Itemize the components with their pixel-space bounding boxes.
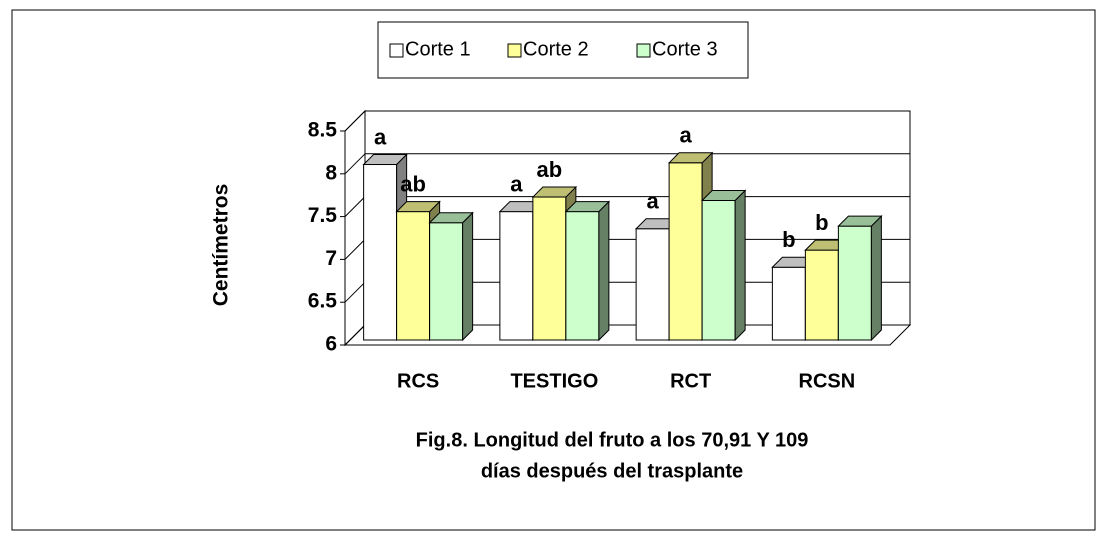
legend-box: [377, 21, 749, 79]
bar-side: [462, 211, 474, 342]
x-tick-label: TESTIGO: [510, 370, 598, 392]
y-tick-label: 8: [325, 161, 337, 184]
grid-line: [344, 110, 366, 132]
annotation: ab: [400, 171, 426, 196]
annotation: a: [374, 124, 387, 149]
bar: [668, 162, 703, 341]
bar-top: [428, 212, 474, 224]
grid-line: [344, 196, 366, 217]
grid-line: [344, 324, 366, 346]
legend-label: Corte 1: [405, 38, 471, 60]
bar-top: [362, 154, 408, 166]
legend: Corte 1 Corte 2 Corte 3: [377, 21, 749, 79]
x-tick-label: RCSN: [799, 370, 856, 392]
chart-title: días después del trasplante: [481, 460, 743, 482]
bar-top: [700, 189, 747, 201]
chart-title: Fig.8. Longitud del fruto a los 70,91 Y …: [416, 429, 809, 451]
annotation: a: [510, 171, 523, 196]
bar-top: [667, 152, 714, 164]
bar-side: [870, 214, 882, 342]
x-tick-label: RCS: [397, 370, 439, 392]
bar: [532, 196, 567, 341]
bar-top: [564, 201, 611, 213]
annotation: a: [647, 189, 660, 214]
legend-swatch: [636, 43, 651, 58]
bar: [771, 266, 806, 341]
legend-label: Corte 2: [523, 38, 589, 60]
bar: [837, 225, 872, 341]
legend-swatch: [507, 43, 522, 58]
annotation: b: [782, 227, 795, 252]
legend-swatch: [389, 43, 404, 58]
bar: [804, 249, 839, 341]
y-tick-label: 7.5: [308, 204, 338, 227]
x-tick-label: RCT: [670, 370, 711, 392]
bar-top: [837, 215, 883, 227]
legend-label: Corte 3: [652, 38, 718, 60]
y-tick-label: 8.5: [308, 119, 338, 142]
annotation: a: [680, 123, 693, 148]
grid-line: [344, 281, 366, 303]
y-tick-label: 7: [325, 247, 337, 270]
bar: [499, 211, 534, 341]
bar: [565, 211, 600, 341]
bar-top: [531, 186, 578, 198]
bar: [363, 164, 398, 341]
annotation: ab: [537, 157, 563, 182]
bar: [635, 228, 670, 341]
y-tick-label: 6: [325, 333, 337, 356]
grid-line: [344, 239, 366, 260]
bar: [396, 211, 431, 341]
grid-line: [344, 153, 366, 175]
annotation: b: [815, 210, 828, 235]
bar-top: [395, 201, 441, 213]
bar-side: [598, 200, 610, 342]
y-axis-label: Centímetros: [210, 184, 233, 307]
y-tick-label: 6.5: [308, 290, 338, 313]
bar: [701, 199, 736, 341]
bar: [429, 222, 464, 341]
bar-side: [734, 189, 746, 342]
